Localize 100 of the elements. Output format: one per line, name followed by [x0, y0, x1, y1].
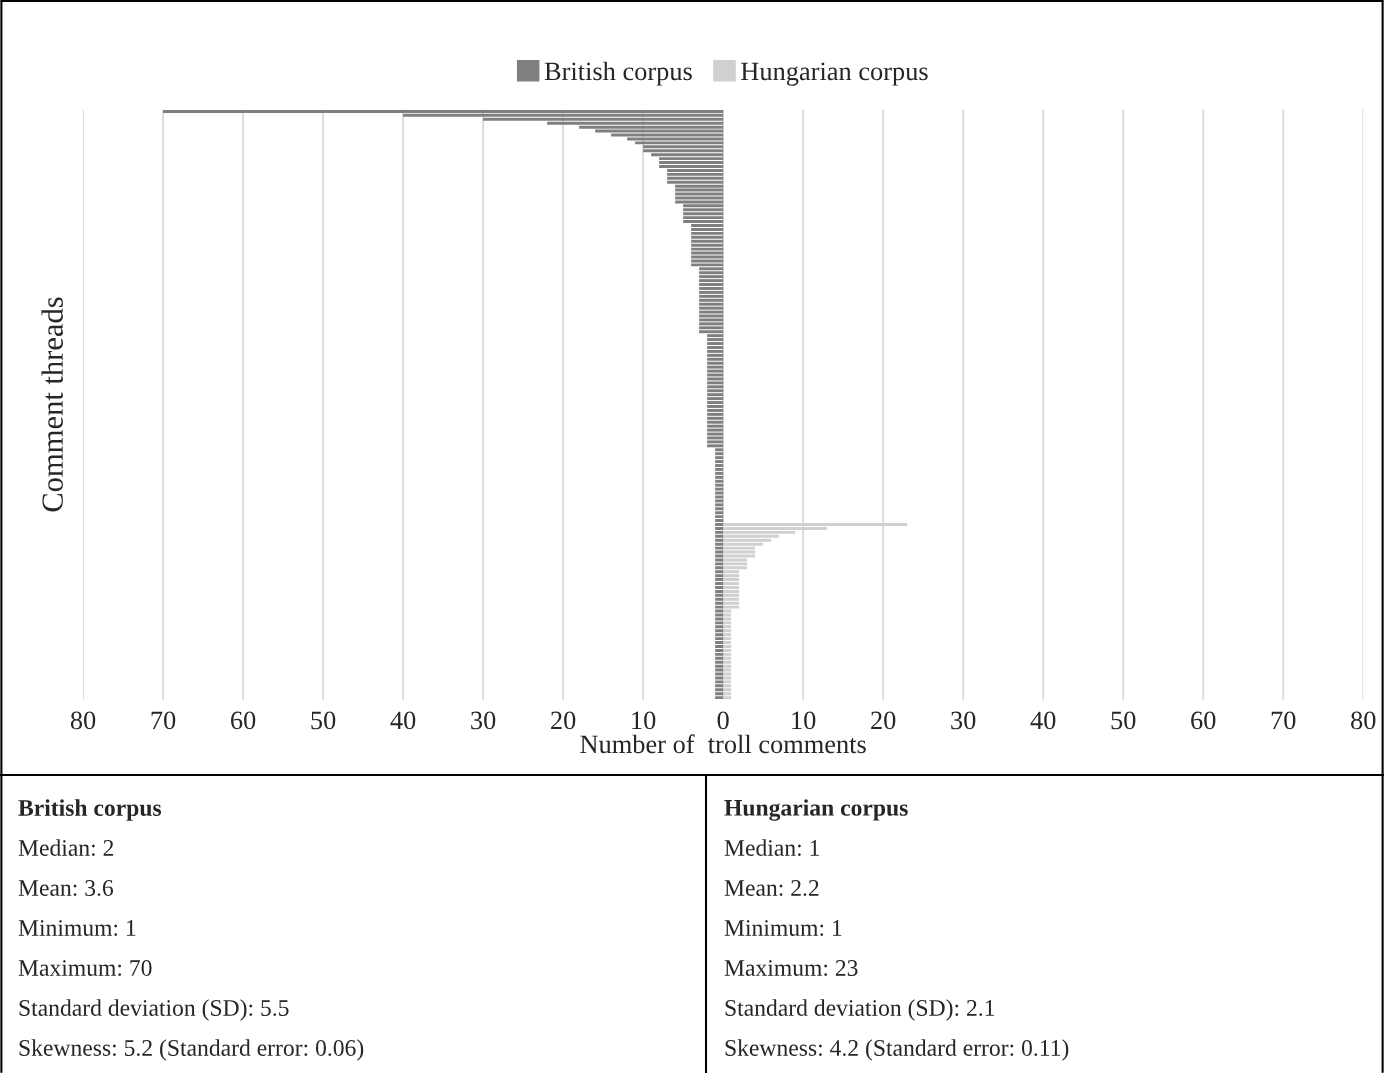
bar	[715, 633, 724, 637]
text: Standard deviation (SD): 5.5	[19, 999, 289, 1021]
bar	[715, 574, 724, 578]
bar	[699, 322, 724, 326]
bar	[699, 302, 724, 306]
y-axis-title: Comment threads	[41, 297, 63, 512]
bar	[715, 566, 724, 570]
bar	[715, 696, 724, 700]
bar	[715, 692, 724, 696]
bar	[683, 220, 724, 224]
bar	[715, 684, 724, 688]
text: Minimum: 1	[724, 920, 842, 937]
bar	[707, 408, 724, 412]
text: Maximum: 70	[18, 959, 152, 977]
bar	[691, 235, 724, 239]
x-tick-label: 70	[1271, 711, 1296, 730]
text: Hungarian corpus	[724, 799, 908, 821]
bar	[707, 381, 724, 385]
bar	[683, 208, 724, 212]
bar	[715, 503, 724, 507]
bar	[715, 664, 724, 668]
bar	[691, 239, 724, 243]
text: Skewness: 4.2 (Standard error: 0.11)	[725, 1039, 1069, 1061]
bar	[707, 405, 724, 408]
bar	[707, 338, 724, 342]
bar	[659, 165, 724, 168]
bar	[707, 385, 724, 389]
text: Median: 1	[724, 839, 819, 857]
bar	[715, 471, 724, 475]
bar	[675, 188, 724, 192]
bar	[699, 283, 724, 286]
bar	[699, 306, 724, 310]
bar	[715, 660, 724, 664]
bar	[715, 597, 724, 601]
bar	[707, 444, 724, 448]
bar	[715, 479, 724, 483]
bar	[707, 428, 724, 432]
text: Median: 2	[18, 839, 114, 857]
bar	[715, 452, 724, 456]
bar	[691, 259, 724, 263]
x-tick-label: 60	[231, 711, 256, 730]
x-tick-label: 0	[717, 711, 729, 730]
bar	[715, 656, 724, 660]
text: Minimum: 1	[18, 920, 136, 937]
text: Maximum: 23	[724, 960, 858, 977]
bar	[691, 227, 724, 231]
bar	[715, 507, 724, 511]
bar	[715, 460, 724, 464]
bar	[699, 298, 724, 302]
bar	[715, 645, 724, 648]
bar	[691, 251, 724, 255]
bar	[707, 389, 724, 393]
x-tick-label: 80	[70, 711, 96, 730]
legend-label: Hungarian corpus	[741, 62, 928, 86]
x-tick-label: 20	[551, 711, 576, 730]
bar	[707, 377, 724, 381]
bar	[699, 279, 724, 283]
x-tick-label: 40	[1030, 711, 1056, 730]
bar	[163, 109, 724, 113]
bar	[707, 436, 724, 440]
bar	[715, 629, 724, 633]
bar	[715, 499, 724, 503]
bar	[707, 424, 724, 428]
x-tick-label: 50	[311, 711, 336, 730]
bar	[707, 349, 724, 353]
bar	[707, 342, 724, 346]
bar	[707, 401, 724, 405]
bar	[715, 550, 724, 554]
bar	[707, 397, 724, 401]
bar	[715, 483, 724, 487]
bar	[699, 271, 724, 275]
text: Skewness: 5.2 (Standard error: 0.06)	[19, 1039, 364, 1061]
bar	[715, 680, 724, 684]
bar	[715, 526, 724, 530]
x-tick-label: 50	[1111, 711, 1136, 730]
bar	[699, 294, 724, 298]
x-tick-label: 60	[1191, 711, 1216, 730]
bar	[715, 491, 724, 495]
bar	[715, 511, 724, 515]
bar	[707, 353, 724, 357]
bar	[715, 487, 724, 491]
bar	[667, 180, 724, 184]
bar	[715, 562, 724, 566]
bar	[715, 648, 724, 652]
bar	[707, 365, 724, 369]
bar	[707, 393, 724, 397]
bar	[715, 652, 724, 656]
bar	[715, 605, 724, 609]
bar	[715, 609, 724, 613]
bar	[715, 542, 724, 546]
text: Mean: 2.2	[724, 880, 819, 897]
bar	[715, 641, 724, 645]
bar	[699, 310, 724, 314]
bar	[707, 420, 724, 424]
bar	[715, 625, 724, 629]
bar	[715, 456, 724, 460]
bar	[699, 286, 724, 290]
text: British corpus	[18, 799, 162, 821]
text: Mean: 3.6	[18, 880, 114, 897]
bar	[699, 318, 724, 322]
